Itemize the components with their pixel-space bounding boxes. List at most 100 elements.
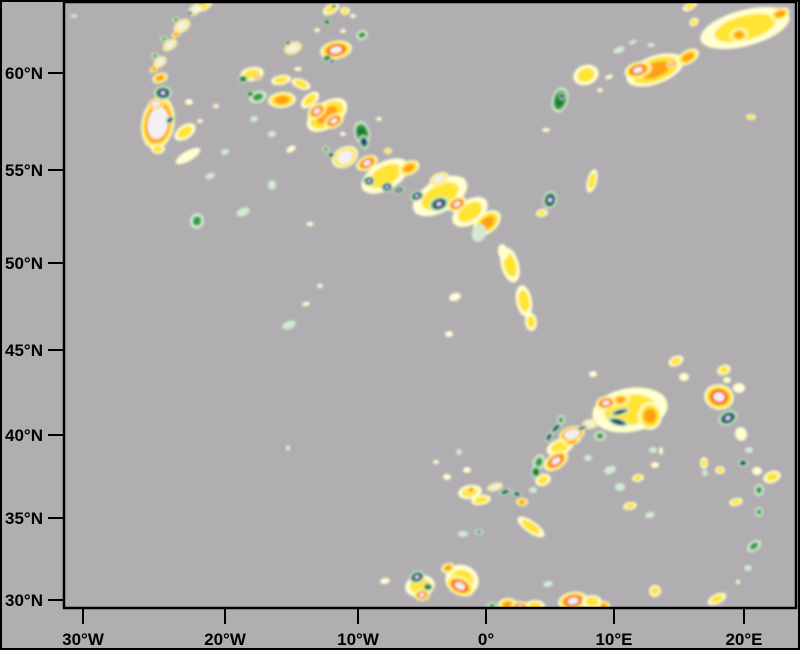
contour-level-pale_yellow (213, 104, 219, 108)
contour-level-white_core (516, 605, 524, 607)
contour-blob-m (649, 447, 657, 453)
contour-blob-g (746, 539, 762, 553)
contour-blob-y (197, 3, 213, 12)
contour-level-white_core (330, 117, 338, 125)
contour-level-pale_yellow (294, 67, 302, 71)
contour-level-pale_yellow (380, 577, 390, 585)
contour-level-green (755, 486, 763, 494)
contour-level-white_core (548, 197, 552, 203)
contour-level-pale_yellow (679, 373, 689, 381)
contour-level-navy (615, 410, 625, 414)
contour-blob-g (322, 146, 330, 152)
contour-blob-g (172, 17, 180, 23)
contour-level-mint_green (584, 455, 592, 461)
contour-level-orange (274, 95, 290, 105)
contour-blob-py (659, 447, 663, 455)
x-tick-label: 0° (478, 630, 494, 649)
contour-level-yellow (731, 499, 741, 505)
contour-blob-py (340, 29, 346, 33)
contour-blob-m (584, 455, 592, 461)
contour-level-yellow (685, 3, 695, 10)
contour-blob-n (542, 191, 558, 209)
contour-level-white_core (433, 174, 445, 184)
contour-blob-m (615, 483, 625, 491)
axis-tick-layer: 30°W 20°W 10°W 0° 10°E 20°E 60°N 55°N 50°N 45°N 40… (5, 64, 763, 649)
contour-blob-m (282, 320, 296, 330)
contour-blob-n (410, 190, 424, 202)
contour-level-mint_green (702, 470, 708, 476)
contour-level-mint_green (471, 224, 487, 242)
contour-level-white_core (397, 188, 401, 192)
contour-blob-nn (512, 490, 522, 498)
contour-blob-r (558, 591, 588, 607)
contour-blob-r (595, 395, 617, 411)
contour-level-white_core (336, 150, 354, 164)
contour-blob-m (71, 14, 77, 18)
contour-level-navy (579, 426, 585, 430)
contour-blob-o (466, 486, 476, 494)
contour-blob-o (730, 27, 748, 43)
contour-level-yellow (294, 80, 308, 88)
contour-level-orange (444, 565, 452, 571)
contour-level-green (358, 31, 366, 39)
contour-level-yellow (710, 594, 724, 604)
contour-blob-n (394, 185, 404, 195)
contour-level-mint_green (71, 14, 77, 18)
contour-level-pale_yellow (659, 447, 663, 455)
contour-level-yellow (716, 467, 724, 473)
contour-blob-m (702, 470, 708, 476)
contour-blob-y (700, 457, 708, 469)
contour-blob-n (409, 570, 425, 584)
contour-level-dark_green (533, 469, 539, 475)
contour-level-yellow (577, 67, 595, 83)
contour-level-mint_green (615, 483, 625, 491)
contour-level-yellow (153, 145, 163, 153)
contour-level-green (489, 603, 495, 607)
contour-level-yellow (588, 173, 596, 189)
contour-level-dark_green (325, 20, 329, 24)
contour-level-navy (502, 490, 508, 494)
contour-level-yellow (474, 496, 488, 504)
contour-blob-y (729, 497, 743, 507)
contour-level-yellow (670, 357, 682, 365)
contour-level-yellow (521, 519, 541, 535)
contour-level-navy (188, 11, 192, 15)
contour-level-white_core (367, 179, 371, 183)
contour-level-white_core (156, 58, 164, 66)
contour-blob-g (557, 415, 565, 425)
contour-blob-py (433, 460, 439, 464)
contour-blob-w (331, 145, 359, 169)
contour-blob-py (317, 284, 323, 288)
contour-blob-g (475, 529, 483, 535)
contour-level-navy (329, 153, 333, 157)
contour-level-yellow (368, 163, 402, 189)
contour-level-dark_green (248, 92, 252, 96)
contour-blob-y (524, 313, 538, 331)
contour-level-pale_yellow (433, 460, 439, 464)
contour-blob-o (171, 30, 181, 38)
contour-level-mint_green (645, 511, 655, 519)
contour-blob-y (271, 74, 291, 86)
contour-blob-nn (738, 458, 748, 468)
contour-level-yellow (585, 597, 599, 607)
contour-blob-py (605, 74, 613, 80)
contour-blob-y (500, 247, 520, 283)
contour-blob-y (174, 123, 196, 141)
contour-blob-nn (327, 151, 335, 159)
contour-blob-m (613, 46, 625, 54)
contour-level-yellow (274, 76, 288, 84)
contour-blob-wo (141, 96, 175, 150)
contour-level-mint_green (744, 565, 752, 571)
contour-level-pale_yellow (597, 88, 603, 92)
contour-blob-py (542, 128, 550, 132)
contour-level-pale_yellow (376, 117, 382, 121)
contour-level-green (152, 54, 158, 58)
contour-blob-py (734, 427, 748, 441)
contour-level-mint_green (221, 148, 229, 156)
contour-blob-nn (607, 417, 629, 427)
contour-level-pale_yellow (734, 427, 748, 441)
contour-level-yellow (714, 13, 776, 43)
contour-blob-py (376, 117, 382, 121)
contour-blob-py (213, 104, 219, 108)
